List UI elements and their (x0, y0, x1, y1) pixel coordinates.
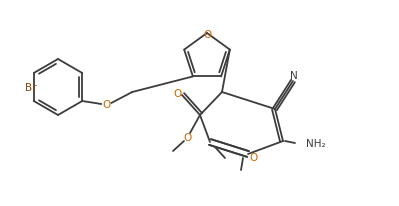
Text: O: O (250, 152, 258, 162)
Text: NH₂: NH₂ (306, 138, 326, 148)
Text: Br: Br (25, 83, 36, 92)
Text: O: O (184, 132, 192, 142)
Text: O: O (173, 89, 181, 98)
Text: O: O (203, 30, 211, 40)
Text: O: O (102, 99, 111, 109)
Text: N: N (290, 71, 298, 81)
